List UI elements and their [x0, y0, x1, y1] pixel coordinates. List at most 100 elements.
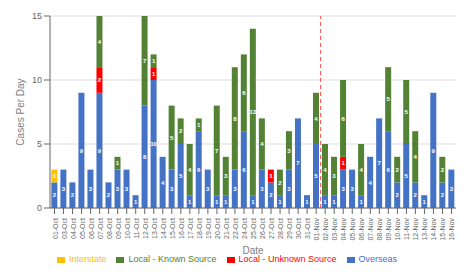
svg-text:05-Oct: 05-Oct: [79, 218, 86, 239]
svg-text:10: 10: [32, 75, 42, 85]
svg-text:6: 6: [341, 116, 345, 122]
svg-text:1: 1: [305, 199, 309, 205]
svg-text:1: 1: [278, 199, 282, 205]
svg-text:2: 2: [53, 192, 57, 198]
svg-text:4: 4: [314, 116, 318, 122]
svg-text:22-Oct: 22-Oct: [232, 218, 239, 239]
svg-text:2: 2: [98, 77, 102, 83]
svg-text:31-Oct: 31-Oct: [304, 218, 311, 239]
svg-text:7: 7: [296, 160, 300, 166]
svg-text:27-Oct: 27-Oct: [268, 218, 275, 239]
svg-text:4: 4: [98, 39, 102, 45]
svg-text:2: 2: [396, 192, 400, 198]
svg-text:15-Nov: 15-Nov: [439, 218, 446, 241]
svg-text:1: 1: [188, 199, 192, 205]
svg-text:28-Oct: 28-Oct: [277, 218, 284, 239]
svg-text:1: 1: [215, 199, 219, 205]
svg-text:Cases Per Day: Cases Per Day: [15, 78, 26, 145]
svg-text:2: 2: [441, 167, 445, 173]
svg-text:05-Nov: 05-Nov: [349, 218, 356, 241]
svg-text:3: 3: [233, 186, 237, 192]
svg-text:4: 4: [359, 167, 363, 173]
svg-text:21-Oct: 21-Oct: [223, 218, 230, 239]
svg-text:3: 3: [125, 186, 129, 192]
svg-text:9: 9: [80, 148, 84, 154]
svg-text:16-Nov: 16-Nov: [448, 218, 455, 241]
svg-text:08-Nov: 08-Nov: [376, 218, 383, 241]
svg-text:3: 3: [287, 186, 291, 192]
svg-text:19-Oct: 19-Oct: [205, 218, 212, 239]
svg-text:1: 1: [134, 199, 138, 205]
svg-text:5: 5: [405, 109, 409, 115]
svg-text:7: 7: [143, 58, 147, 64]
svg-text:3: 3: [332, 173, 336, 179]
svg-text:12-Nov: 12-Nov: [412, 218, 419, 241]
svg-text:5: 5: [405, 173, 409, 179]
svg-text:09-Oct: 09-Oct: [115, 218, 122, 239]
svg-text:1: 1: [323, 199, 327, 205]
svg-text:03-Oct: 03-Oct: [61, 218, 68, 239]
svg-text:01-Nov: 01-Nov: [313, 218, 320, 241]
svg-text:5: 5: [170, 135, 174, 141]
svg-text:1: 1: [152, 71, 156, 77]
svg-text:9: 9: [432, 148, 436, 154]
svg-text:2: 2: [179, 128, 183, 134]
svg-text:4: 4: [188, 167, 192, 173]
svg-text:5: 5: [314, 173, 318, 179]
svg-text:8: 8: [143, 154, 147, 160]
svg-text:0: 0: [37, 203, 42, 213]
svg-text:1: 1: [197, 122, 201, 128]
svg-text:3: 3: [450, 186, 454, 192]
svg-text:10-Oct: 10-Oct: [124, 218, 131, 239]
svg-text:9: 9: [98, 148, 102, 154]
svg-text:13-Oct: 13-Oct: [151, 218, 158, 239]
svg-text:3: 3: [350, 186, 354, 192]
svg-text:1: 1: [116, 160, 120, 166]
svg-text:26-Oct: 26-Oct: [259, 218, 266, 239]
svg-text:5: 5: [37, 139, 42, 149]
svg-text:2: 2: [71, 192, 75, 198]
svg-text:30-Oct: 30-Oct: [295, 218, 302, 239]
svg-text:3: 3: [62, 186, 66, 192]
svg-text:03-Nov: 03-Nov: [331, 218, 338, 241]
svg-text:1: 1: [332, 199, 336, 205]
svg-text:1: 1: [251, 199, 255, 205]
svg-text:04-Nov: 04-Nov: [340, 218, 347, 241]
svg-text:5: 5: [387, 96, 391, 102]
svg-text:3: 3: [89, 186, 93, 192]
svg-text:1: 1: [224, 199, 228, 205]
svg-text:01-Oct: 01-Oct: [52, 218, 59, 239]
svg-text:6: 6: [197, 167, 201, 173]
svg-text:14-Nov: 14-Nov: [430, 218, 437, 241]
svg-text:6: 6: [242, 167, 246, 173]
svg-text:18-Oct: 18-Oct: [196, 218, 203, 239]
svg-text:2: 2: [278, 180, 282, 186]
svg-text:7: 7: [377, 160, 381, 166]
svg-text:1: 1: [269, 173, 273, 179]
svg-text:1: 1: [423, 199, 427, 205]
svg-text:4: 4: [323, 167, 327, 173]
svg-text:16-Oct: 16-Oct: [178, 218, 185, 239]
svg-text:20-Oct: 20-Oct: [214, 218, 221, 239]
svg-text:11-Oct: 11-Oct: [133, 218, 140, 239]
svg-text:6: 6: [242, 90, 246, 96]
svg-text:7: 7: [215, 148, 219, 154]
svg-text:2: 2: [107, 192, 111, 198]
svg-text:06-Nov: 06-Nov: [358, 218, 365, 241]
svg-text:2: 2: [269, 192, 273, 198]
svg-text:4: 4: [260, 141, 264, 147]
svg-text:11-Nov: 11-Nov: [403, 218, 410, 241]
svg-text:5: 5: [179, 173, 183, 179]
svg-text:4: 4: [368, 180, 372, 186]
svg-text:29-Oct: 29-Oct: [286, 218, 293, 239]
svg-text:17-Oct: 17-Oct: [187, 218, 194, 239]
svg-text:14-Oct: 14-Oct: [160, 218, 167, 239]
svg-text:13-Nov: 13-Nov: [421, 218, 428, 241]
svg-text:3: 3: [170, 186, 174, 192]
svg-text:08-Oct: 08-Oct: [106, 218, 113, 239]
svg-text:09-Nov: 09-Nov: [385, 218, 392, 241]
svg-text:3: 3: [260, 186, 264, 192]
svg-text:3: 3: [206, 186, 210, 192]
svg-text:15-Oct: 15-Oct: [169, 218, 176, 239]
svg-text:3: 3: [116, 186, 120, 192]
